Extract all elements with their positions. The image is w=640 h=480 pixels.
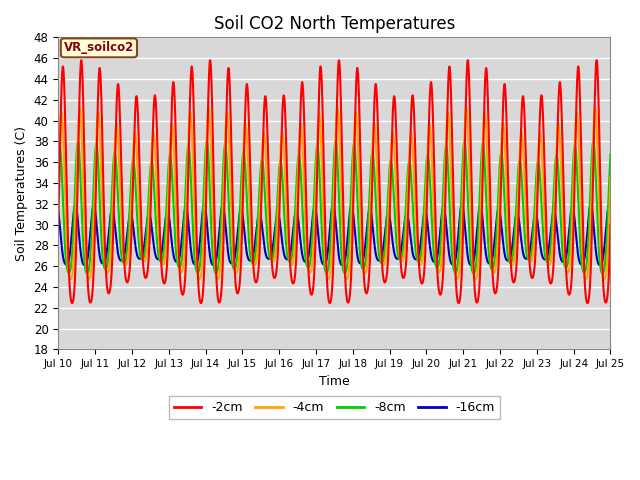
Y-axis label: Soil Temperatures (C): Soil Temperatures (C) bbox=[15, 126, 28, 261]
Title: Soil CO2 North Temperatures: Soil CO2 North Temperatures bbox=[214, 15, 455, 33]
Text: VR_soilco2: VR_soilco2 bbox=[64, 41, 134, 54]
X-axis label: Time: Time bbox=[319, 374, 349, 387]
Legend: -2cm, -4cm, -8cm, -16cm: -2cm, -4cm, -8cm, -16cm bbox=[168, 396, 500, 419]
